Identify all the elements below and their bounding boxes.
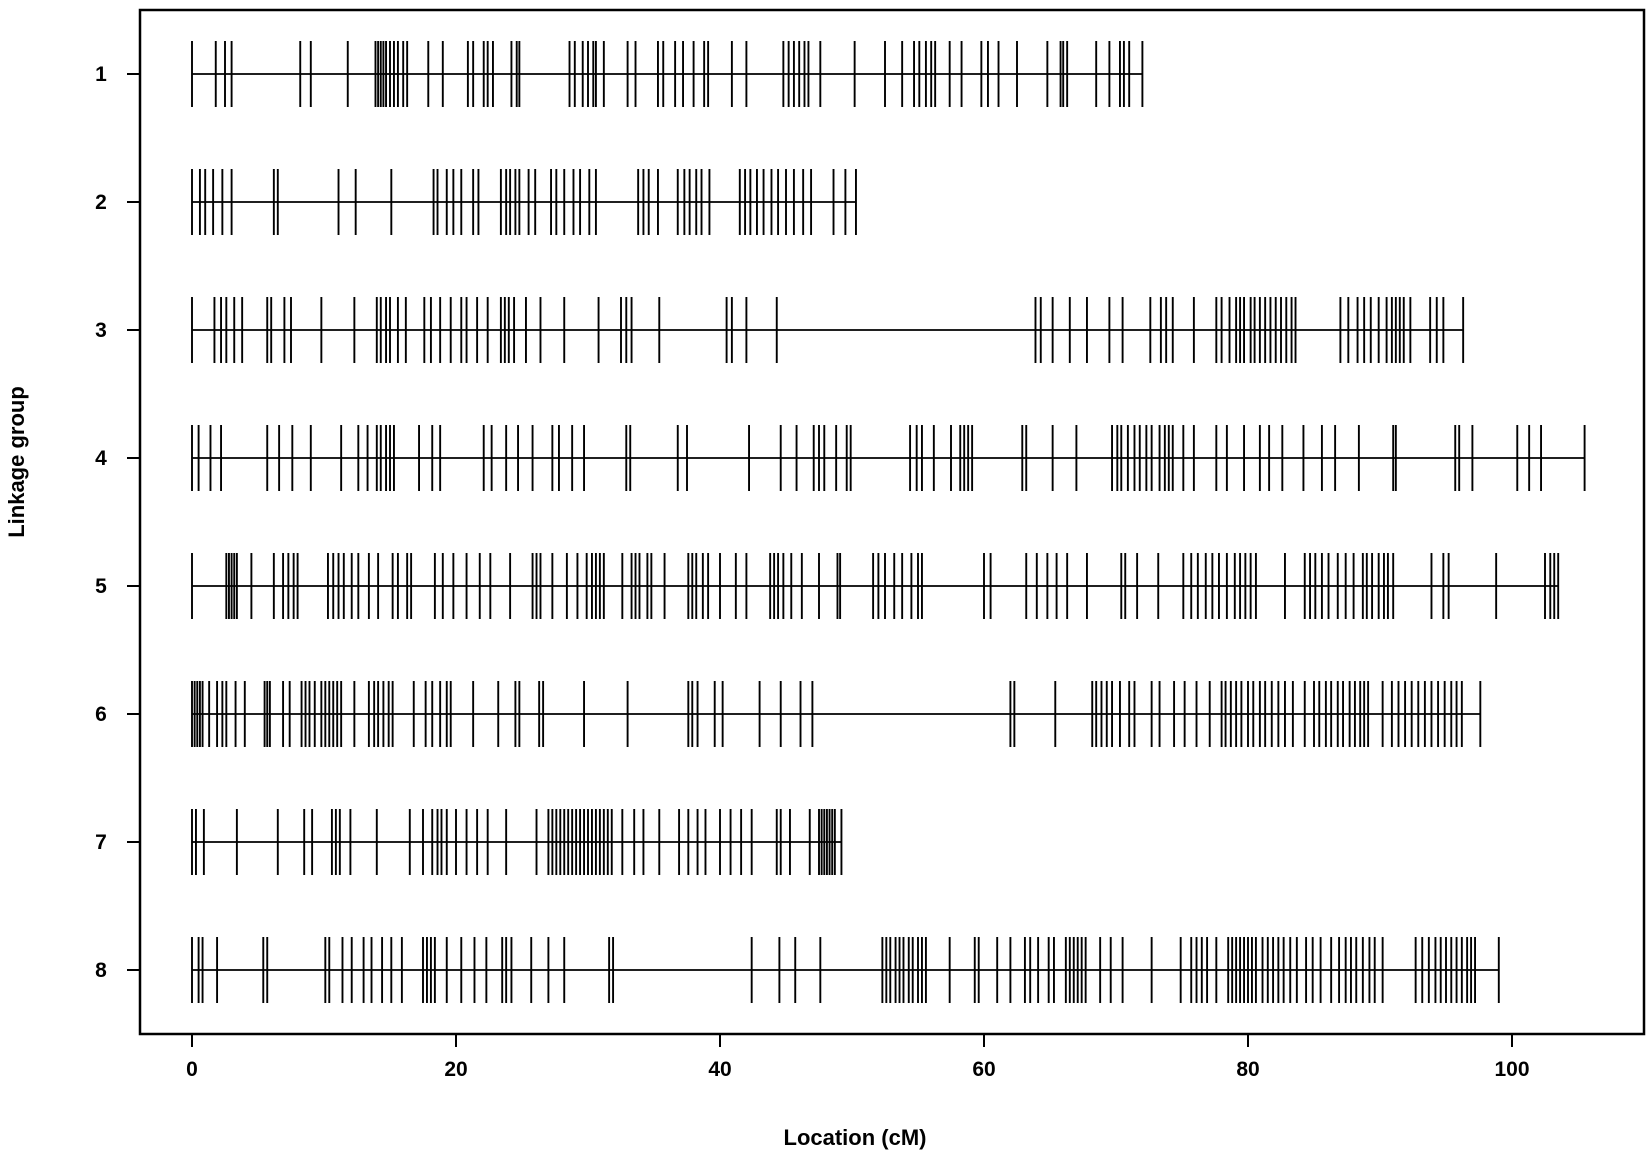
x-tick-label: 40 bbox=[708, 1058, 731, 1081]
y-axis: 1 2 3 4 5 6 7 8 bbox=[95, 63, 140, 982]
x-tick-label: 20 bbox=[444, 1058, 467, 1081]
linkage-group-3 bbox=[191, 297, 1465, 363]
group-label: 3 bbox=[95, 319, 107, 342]
linkage-group-2 bbox=[191, 169, 857, 235]
group-label: 8 bbox=[95, 959, 107, 982]
group-label: 7 bbox=[95, 831, 107, 854]
linkage-group-8 bbox=[191, 937, 1500, 1003]
plot-frame bbox=[138, 8, 1646, 1036]
group-label: 2 bbox=[95, 191, 107, 214]
linkage-group-1 bbox=[191, 41, 1144, 107]
x-tick-label: 80 bbox=[1236, 1058, 1259, 1081]
x-axis: 0 20 40 60 80 100 bbox=[186, 1034, 1530, 1081]
linkage-group-6 bbox=[191, 681, 1482, 747]
linkage-group-5 bbox=[191, 553, 1560, 619]
x-tick-label: 0 bbox=[186, 1058, 198, 1081]
x-tick-label: 60 bbox=[972, 1058, 995, 1081]
group-label: 6 bbox=[95, 703, 107, 726]
linkage-group-7 bbox=[191, 809, 843, 875]
group-label: 4 bbox=[95, 447, 107, 470]
linkage-groups bbox=[191, 41, 1586, 1003]
x-axis-title: Location (cM) bbox=[784, 1125, 927, 1150]
x-tick-label: 100 bbox=[1494, 1058, 1529, 1081]
linkage-group-4 bbox=[191, 425, 1586, 491]
group-label: 1 bbox=[95, 63, 107, 86]
group-label: 5 bbox=[95, 575, 107, 598]
y-axis-title: Linkage group bbox=[4, 386, 29, 538]
